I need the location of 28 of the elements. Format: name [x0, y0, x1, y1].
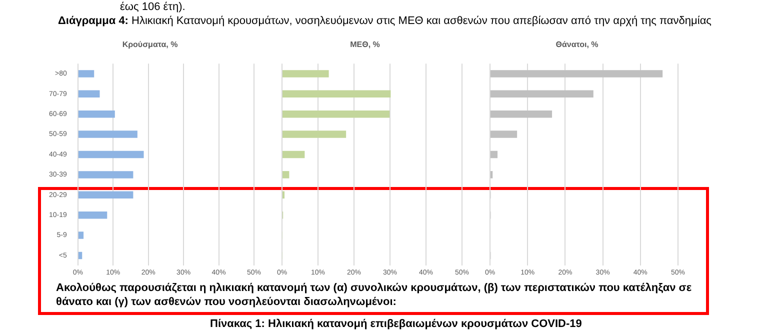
bar [78, 150, 144, 158]
text: Διάγραμμα 4: Ηλικιακή Κατανομή κρουσμάτων, νοσηλευόμενων στις ΜΕΘ και ασθενών που απεβίωσαν από την αρχή της πανδημίας [58, 15, 712, 27]
chart-title: ΜΕΘ, % [350, 40, 380, 50]
bar [78, 211, 108, 219]
text: Πίνακας 1: Ηλικιακή κατανομή επιβεβαιωμένων κρουσμάτων COVID-19 [210, 318, 582, 330]
bar [78, 130, 138, 138]
bar [282, 150, 305, 158]
bar [282, 130, 346, 138]
bar [78, 232, 84, 239]
bar [78, 191, 134, 199]
bar [490, 150, 498, 158]
text: Ακολούθως παρουσιάζεται η ηλικιακή κατανομή των (α) συνολικών κρουσμάτων, (β) των περιστατικών που κατέληξαν σε θάνατο και (γ) των ασθενών που νοσηλεύονται διασωληνωμένοι: [56, 281, 693, 309]
bar [282, 90, 391, 98]
text: έως 106 έτη). [120, 1, 186, 13]
bar [282, 70, 329, 78]
chart-title: Θάνατοι, % [556, 40, 598, 50]
bar [282, 171, 290, 178]
bar [490, 90, 594, 98]
bar [78, 110, 115, 118]
bar [490, 110, 552, 118]
bar [78, 252, 82, 260]
bar [282, 110, 390, 118]
chart-title: Κρούσματα, % [122, 40, 178, 50]
bar [490, 130, 518, 138]
bar [78, 171, 134, 178]
bar [78, 90, 100, 98]
bar [490, 70, 663, 78]
bar [78, 70, 94, 78]
